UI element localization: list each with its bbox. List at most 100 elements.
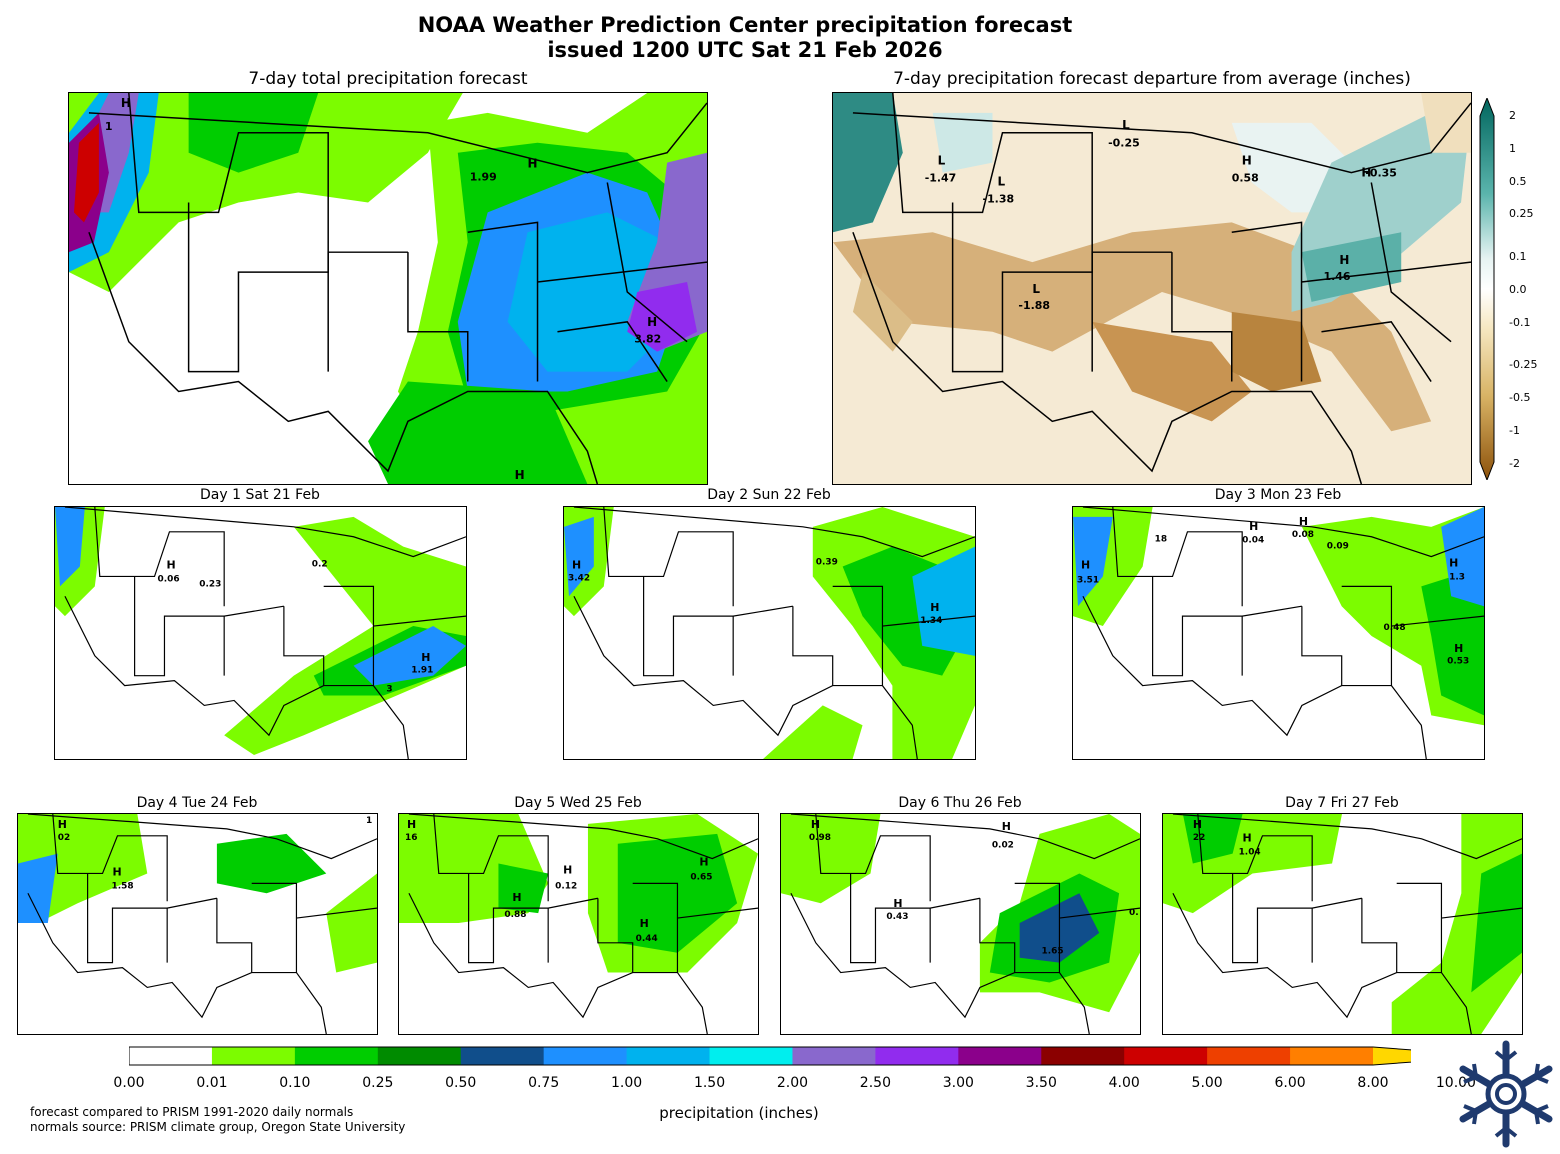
- departure-panel-title: 7-day precipitation forecast departure f…: [893, 69, 1411, 89]
- dep-tick-3: 0.25: [1509, 207, 1534, 220]
- day3-map: H 3.51 18 H 0.04 H 0.08 0.09 0.48 H 1.3 …: [1072, 506, 1485, 760]
- d7-h1: H: [1243, 832, 1252, 845]
- day6-map: H 0.98 H 0.02 H 0.43 1.65 0.: [780, 813, 1141, 1035]
- precip-colorbar-bin-3: [377, 1047, 462, 1065]
- precip-tick-9: 2.50: [859, 1075, 891, 1091]
- d2-h2: H: [930, 601, 939, 614]
- d1-h3: H: [421, 651, 430, 664]
- dep-tick-7: -0.25: [1509, 358, 1538, 371]
- precip-colorbar-svg: [128, 1046, 1492, 1066]
- precip-tick-4: 0.50: [445, 1075, 477, 1091]
- dep-tick-9: -1: [1509, 424, 1520, 437]
- precip-colorbar: [128, 1046, 1492, 1066]
- precip-tick-1: 0.01: [196, 1075, 228, 1091]
- main-title-line2: issued 1200 UTC Sat 21 Feb 2026: [547, 38, 943, 62]
- total-precip-svg: H 1.99 H 3.82 H 1 H: [69, 93, 707, 484]
- d3-h0: H: [1081, 559, 1090, 572]
- d5-v4: 0.44: [636, 934, 658, 944]
- d1-v0: 0.06: [158, 574, 180, 584]
- day5-map: H 16 H 0.88 H 0.12 H 0.65 H 0.44: [398, 813, 759, 1035]
- d4-h1: H: [112, 865, 121, 878]
- d3-v1: 18: [1155, 535, 1167, 545]
- dep-marker-3-value: 0.58: [1232, 172, 1259, 185]
- precip-tick-10: 3.00: [942, 1075, 974, 1091]
- day2-map: H 3.42 0.39 H 1.34: [563, 506, 976, 760]
- d5-h3: H: [699, 856, 708, 869]
- d1-v1: 0.23: [199, 579, 221, 589]
- precip-colorbar-bin-8: [792, 1047, 876, 1065]
- d3-v2: 0.04: [1242, 536, 1264, 546]
- d5-h2: H: [563, 863, 572, 876]
- dep-marker-0-value: -1.47: [925, 172, 957, 185]
- dep-marker-2-value: -0.25: [1108, 137, 1140, 150]
- departure-svg: L -1.47 L -1.38 L -0.25 H 0.58 H -0.35 H…: [833, 93, 1471, 484]
- d6-v0: 0.98: [809, 833, 831, 843]
- d2-v2: 1.34: [920, 616, 942, 626]
- d6-h2: H: [893, 897, 902, 910]
- dep-marker-6-value: -1.88: [1018, 299, 1050, 312]
- precip-tick-13: 5.00: [1191, 1075, 1223, 1091]
- total-marker-0-value: 1: [105, 120, 113, 133]
- precip-colorbar-bin-12: [1124, 1047, 1208, 1065]
- footer-line2: normals source: PRISM climate group, Ore…: [30, 1120, 406, 1134]
- precip-tick-16: 10.00: [1435, 1075, 1476, 1091]
- dep-tick-0: 2: [1509, 109, 1516, 122]
- d3-h7: H: [1454, 642, 1463, 655]
- precip-colorbar-label: precipitation (inches): [659, 1104, 819, 1122]
- precip-colorbar-bin-6: [626, 1047, 711, 1065]
- d6-v2: 0.43: [886, 912, 908, 922]
- d5-v0: 16: [405, 833, 417, 843]
- snowflake-icon: [1459, 1040, 1553, 1148]
- d2-v1: 0.39: [816, 558, 838, 568]
- day7-title: Day 7 Fri 27 Feb: [1285, 795, 1399, 811]
- main-title-line1: NOAA Weather Prediction Center precipita…: [417, 13, 1073, 37]
- dep-marker-3-kind: H: [1242, 154, 1252, 168]
- dep-tick-8: -0.5: [1509, 391, 1531, 404]
- dep-tick-6: -0.1: [1509, 316, 1531, 329]
- d7-v0: 22: [1193, 833, 1205, 843]
- precip-colorbar-bin-10: [958, 1047, 1042, 1065]
- dep-marker-1-value: -1.38: [983, 192, 1015, 205]
- day4-map: H 02 H 1.58 1: [17, 813, 378, 1035]
- d3-v6: 1.3: [1449, 572, 1465, 582]
- day5-title: Day 5 Wed 25 Feb: [514, 795, 642, 811]
- d2-v0: 3.42: [568, 573, 590, 583]
- day1-title: Day 1 Sat 21 Feb: [200, 487, 320, 503]
- day1-map: H 0.06 0.23 0.2 H 1.91 3: [54, 506, 467, 760]
- day7-map: H 22 H 1.04: [1162, 813, 1523, 1035]
- precip-colorbar-bin-13: [1207, 1047, 1291, 1065]
- d3-h6: H: [1449, 557, 1458, 570]
- d3-h3: H: [1299, 515, 1308, 528]
- precip-colorbar-bin-2: [294, 1047, 379, 1065]
- d4-v2: 1: [366, 816, 372, 826]
- d5-v1: 0.88: [504, 910, 526, 920]
- d1-h0: H: [166, 559, 175, 572]
- day5-svg: H 16 H 0.88 H 0.12 H 0.65 H 0.44: [399, 814, 758, 1034]
- departure-map: L -1.47 L -1.38 L -0.25 H 0.58 H -0.35 H…: [832, 92, 1472, 485]
- departure-colorbar-svg: [1479, 96, 1495, 482]
- wpc-snowflake-logo: [1456, 1038, 1556, 1150]
- d4-v0: 02: [58, 833, 70, 843]
- precip-tick-3: 0.25: [362, 1075, 394, 1091]
- precip-tick-2: 0.10: [279, 1075, 311, 1091]
- total-marker-0-kind: H: [121, 96, 131, 110]
- day1-svg: H 0.06 0.23 0.2 H 1.91 3: [55, 507, 466, 759]
- precip-tick-5: 0.75: [528, 1075, 560, 1091]
- departure-colorbar: [1479, 96, 1495, 482]
- d3-v3: 0.08: [1292, 530, 1314, 540]
- precip-colorbar-bin-5: [543, 1047, 628, 1065]
- total-marker-2-kind: H: [647, 315, 657, 329]
- dep-marker-2-kind: L: [1122, 118, 1130, 132]
- d2-h0: H: [572, 559, 581, 572]
- d1-v4: 3: [386, 685, 392, 695]
- total-marker-1-kind: H: [528, 157, 538, 171]
- d4-h0: H: [58, 818, 67, 831]
- precip-tick-11: 3.50: [1025, 1075, 1057, 1091]
- day3-title: Day 3 Mon 23 Feb: [1214, 487, 1342, 503]
- dep-tick-1: 1: [1509, 142, 1516, 155]
- day7-svg: H 22 H 1.04: [1163, 814, 1522, 1034]
- d3-v4: 0.09: [1327, 542, 1349, 552]
- dep-tick-2: 0.5: [1509, 175, 1527, 188]
- total-precip-map: H 1.99 H 3.82 H 1 H: [68, 92, 708, 485]
- total-marker-2-value: 3.82: [634, 333, 661, 346]
